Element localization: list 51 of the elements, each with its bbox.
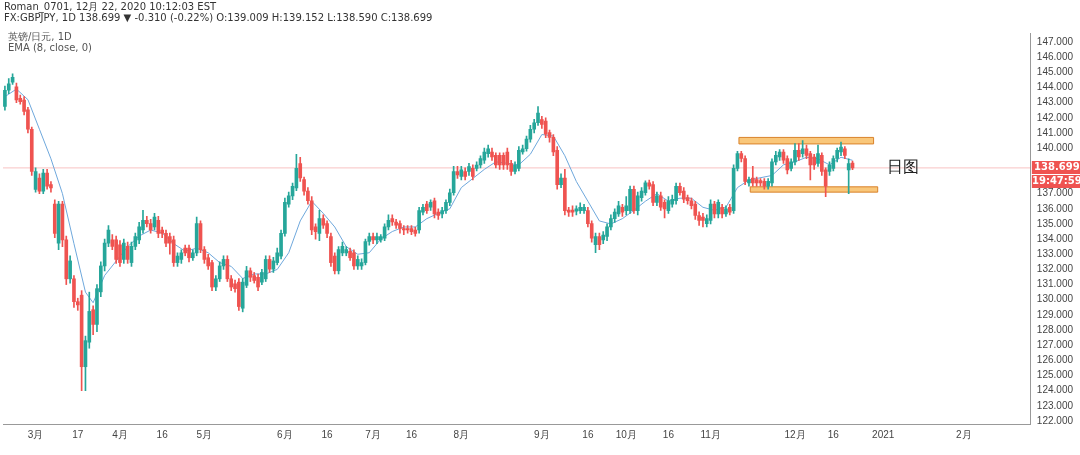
y-tick-label: 144.000: [1036, 81, 1074, 93]
y-tick-label: 134.000: [1036, 232, 1074, 244]
y-tick-label: 122.000: [1036, 414, 1074, 426]
y-tick-label: 136.000: [1036, 202, 1074, 214]
y-tick-label: 137.000: [1036, 187, 1074, 199]
y-tick-label: 128.000: [1036, 323, 1074, 335]
ref-line-label: 138.699: [1034, 161, 1080, 173]
candlestick: [846, 158, 851, 194]
y-tick-label: 131.000: [1036, 278, 1074, 290]
annotation: 日图: [886, 157, 919, 177]
y-tick-label: 132.000: [1036, 263, 1074, 275]
y-tick-label: 129.000: [1036, 308, 1074, 320]
annotation: 英镑/日元, 1D: [8, 30, 72, 43]
x-tick-label: 5月: [196, 428, 213, 440]
y-tick-label: 140.000: [1036, 141, 1074, 153]
y-tick-label: 125.000: [1036, 369, 1074, 381]
x-tick-label: 7月: [365, 428, 381, 440]
x-tick-label: 2021: [872, 428, 895, 440]
candlestick: [401, 225, 406, 235]
x-tick-label: 3月: [27, 428, 44, 440]
y-tick-label: 142.000: [1036, 111, 1074, 123]
x-tick-label: 10月: [615, 428, 637, 440]
y-tick-label: 124.000: [1036, 384, 1074, 396]
y-tick-label: 145.000: [1036, 66, 1074, 78]
y-tick-label: 123.000: [1036, 399, 1074, 411]
x-tick-label: 16: [405, 428, 418, 440]
x-tick-label: 4月: [112, 428, 128, 440]
x-tick-label: 16: [827, 428, 840, 440]
x-tick-label: 9月: [534, 428, 550, 440]
y-tick-label: 130.000: [1036, 293, 1074, 305]
x-tick-label: 8月: [453, 428, 470, 440]
y-tick-label: 143.000: [1036, 96, 1074, 108]
x-tick-label: 6月: [277, 428, 293, 440]
y-tick-label: 146.000: [1036, 51, 1074, 62]
x-tick-label: 16: [321, 428, 334, 440]
y-tick-label: 141.000: [1036, 126, 1074, 138]
y-tick-label: 147.000: [1036, 35, 1074, 47]
y-tick-label: 133.000: [1036, 248, 1074, 260]
x-tick-label: 11月: [700, 428, 721, 440]
chart-title: Roman_0701, 12月 22, 2020 10:12:03 EST: [4, 0, 217, 14]
y-tick-label: 127.000: [1036, 338, 1074, 350]
x-tick-label: 16: [156, 428, 169, 440]
x-tick-label: 12月: [784, 428, 806, 440]
x-tick-label: 16: [582, 428, 594, 440]
annotation: EMA (8, close, 0): [8, 42, 92, 53]
y-tick-label: 135.000: [1036, 217, 1074, 229]
chart-subtitle: FX:GBPJPY, 1D 138.699 ▼ -0.310 (-0.22%) O:139.009 H:139.152 L:138.590 C:138.699: [4, 12, 433, 23]
x-tick-label: 2月: [955, 428, 972, 440]
x-tick-label: 16: [662, 428, 675, 440]
y-tick-label: 126.000: [1036, 354, 1074, 366]
x-tick-label: 17: [72, 428, 84, 440]
